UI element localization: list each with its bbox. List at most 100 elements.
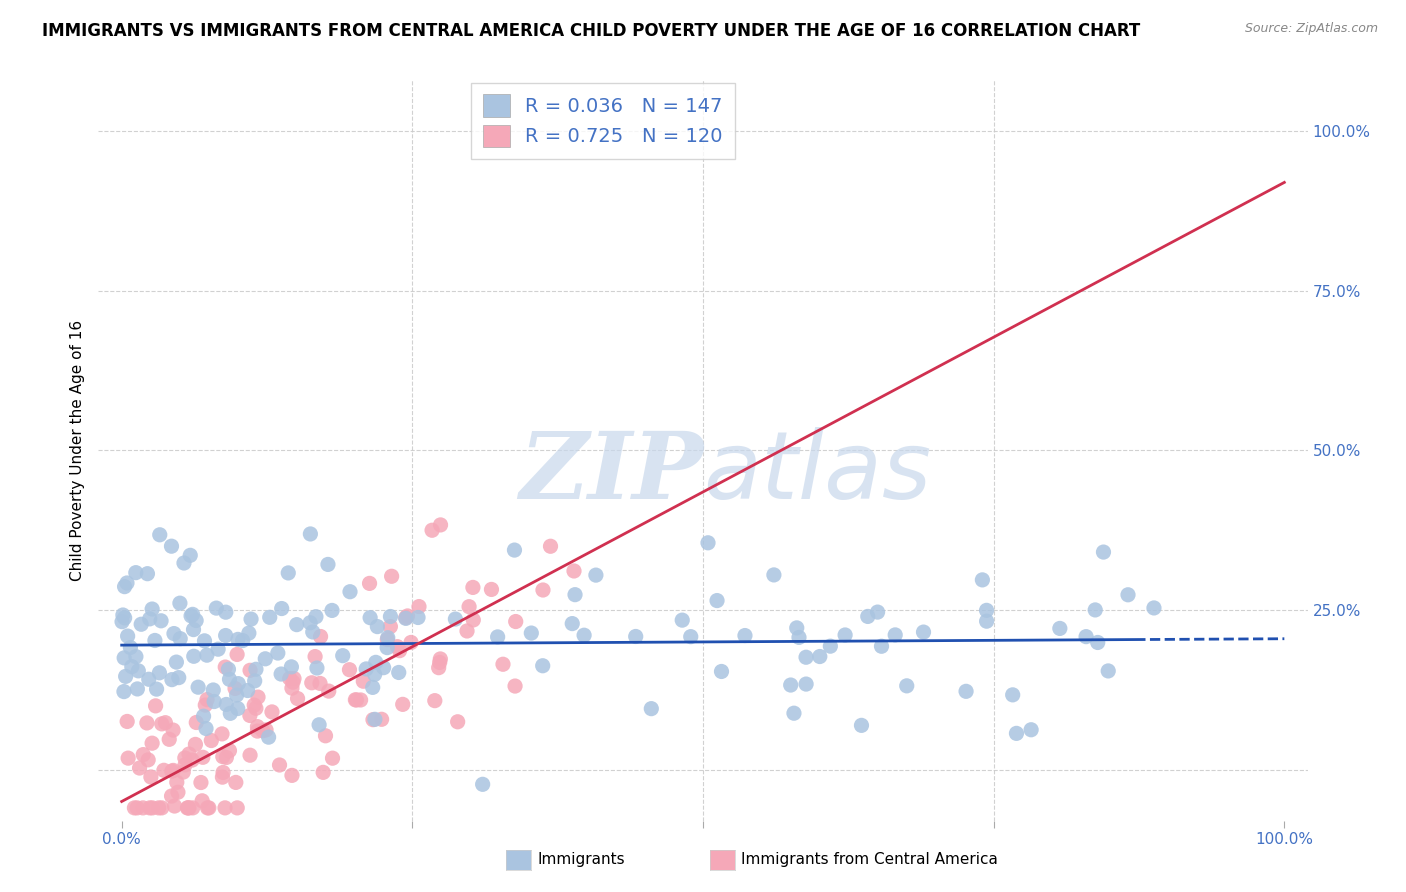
Point xyxy=(195,692,218,706)
Point xyxy=(572,628,595,642)
Point xyxy=(322,751,344,765)
Point xyxy=(129,617,152,632)
Point xyxy=(245,701,267,715)
Point xyxy=(520,626,543,640)
Point xyxy=(321,603,343,617)
Point xyxy=(427,661,450,675)
Point xyxy=(305,609,328,624)
Point xyxy=(195,722,218,736)
Point xyxy=(976,603,998,617)
Point xyxy=(141,602,163,616)
Point xyxy=(198,801,221,815)
Point xyxy=(225,775,247,789)
Point xyxy=(148,665,170,680)
Point xyxy=(205,601,228,615)
Point xyxy=(779,678,801,692)
Point xyxy=(851,718,873,732)
Point xyxy=(176,801,198,815)
Point xyxy=(143,633,166,648)
Text: IMMIGRANTS VS IMMIGRANTS FROM CENTRAL AMERICA CHILD POVERTY UNDER THE AGE OF 16 : IMMIGRANTS VS IMMIGRANTS FROM CENTRAL AM… xyxy=(42,22,1140,40)
Point xyxy=(127,664,149,678)
Point xyxy=(132,801,155,815)
Point xyxy=(301,625,323,640)
Point xyxy=(505,615,527,629)
Point xyxy=(169,632,191,646)
Point xyxy=(226,676,249,690)
Point xyxy=(896,679,918,693)
Point xyxy=(243,673,266,688)
Point xyxy=(254,723,277,737)
Point xyxy=(252,723,274,738)
Point xyxy=(214,628,236,642)
Point xyxy=(162,764,184,778)
Point xyxy=(463,613,485,627)
Point xyxy=(177,747,200,761)
Point xyxy=(239,748,262,763)
Point xyxy=(150,716,173,731)
Point xyxy=(238,626,260,640)
Point xyxy=(127,681,149,696)
Point xyxy=(160,764,183,779)
Point xyxy=(125,801,148,815)
Point xyxy=(585,568,607,582)
Point xyxy=(166,775,188,789)
Point xyxy=(177,801,200,815)
Point xyxy=(181,607,204,622)
Point xyxy=(339,663,361,677)
Point xyxy=(226,648,249,662)
Point xyxy=(972,573,994,587)
Point xyxy=(211,749,233,764)
Point xyxy=(195,648,218,662)
Point xyxy=(169,596,191,610)
Point xyxy=(396,609,419,624)
Point xyxy=(226,701,249,715)
Point xyxy=(447,714,470,729)
Point xyxy=(214,660,236,674)
Point xyxy=(181,801,204,815)
Point xyxy=(184,614,207,628)
Point xyxy=(1019,723,1042,737)
Point xyxy=(308,718,330,732)
Point xyxy=(332,648,354,663)
Point xyxy=(153,764,176,778)
Point xyxy=(309,630,332,644)
Point xyxy=(226,801,249,815)
Point xyxy=(155,715,177,730)
Point xyxy=(211,770,233,784)
Point xyxy=(145,682,167,697)
Point xyxy=(215,605,238,619)
Point xyxy=(183,623,205,637)
Point xyxy=(388,665,411,680)
Point xyxy=(246,720,269,734)
Point xyxy=(167,671,190,685)
Point xyxy=(280,660,302,674)
Point xyxy=(375,640,398,655)
Point xyxy=(671,613,693,627)
Point xyxy=(173,556,195,570)
Point xyxy=(115,576,138,591)
Point xyxy=(180,608,202,623)
Point xyxy=(254,652,277,666)
Point xyxy=(316,558,339,572)
Point xyxy=(458,599,481,614)
Point xyxy=(269,758,291,772)
Point xyxy=(112,684,135,698)
Point xyxy=(299,527,322,541)
Point xyxy=(138,673,160,687)
Point xyxy=(136,753,159,767)
Point xyxy=(112,651,135,665)
Point xyxy=(370,712,392,726)
Point xyxy=(679,630,702,644)
Point xyxy=(395,610,418,624)
Point xyxy=(232,633,254,648)
Point xyxy=(354,662,377,676)
Point xyxy=(215,698,238,712)
Point xyxy=(429,517,451,532)
Point xyxy=(260,705,283,719)
Point xyxy=(486,630,509,644)
Point xyxy=(375,632,398,647)
Point xyxy=(287,691,309,706)
Point xyxy=(172,765,194,780)
Point xyxy=(399,635,422,649)
Point xyxy=(163,799,186,814)
